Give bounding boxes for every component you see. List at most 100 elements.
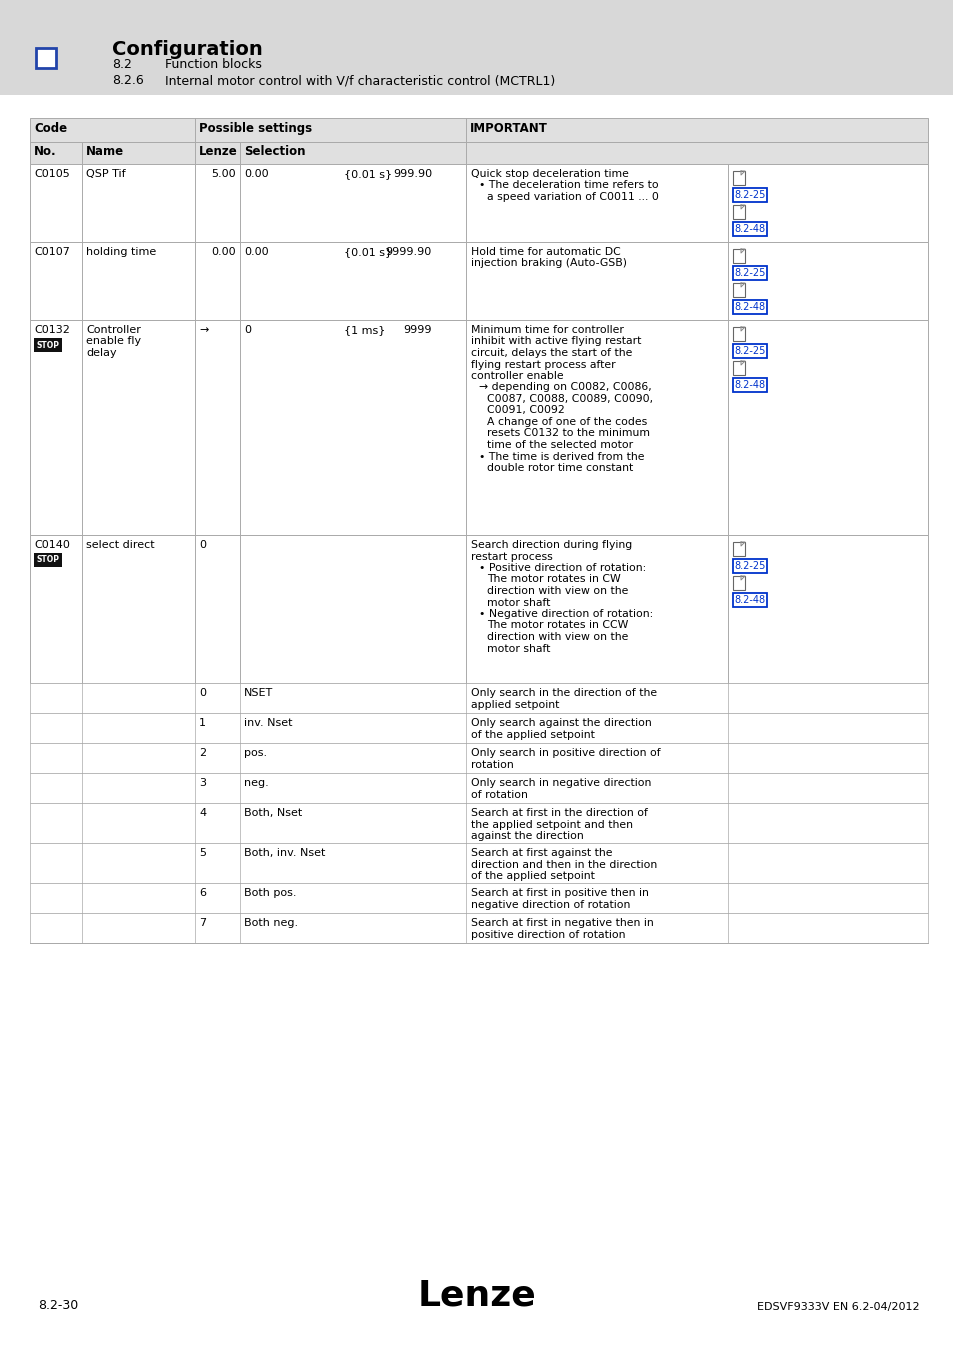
- Bar: [34, 338, 62, 352]
- Text: negative direction of rotation: negative direction of rotation: [471, 899, 630, 910]
- Bar: [36, 49, 56, 68]
- Text: 6: 6: [199, 888, 206, 898]
- Text: Both, Nset: Both, Nset: [244, 809, 302, 818]
- Text: Both, inv. Nset: Both, inv. Nset: [244, 848, 325, 859]
- Text: 4: 4: [199, 809, 206, 818]
- Text: C0107: C0107: [34, 247, 70, 256]
- Text: positive direction of rotation: positive direction of rotation: [471, 930, 625, 940]
- Text: {1 ms}: {1 ms}: [344, 325, 385, 335]
- Bar: [30, 142, 927, 163]
- Text: the applied setpoint and then: the applied setpoint and then: [471, 819, 633, 829]
- Bar: [732, 576, 744, 590]
- Text: flying restart process after: flying restart process after: [471, 359, 615, 370]
- Text: Controller: Controller: [86, 325, 141, 335]
- Text: against the direction: against the direction: [471, 832, 583, 841]
- Bar: [732, 593, 766, 608]
- Text: STOP: STOP: [36, 555, 59, 564]
- Text: pos.: pos.: [244, 748, 267, 757]
- Bar: [732, 266, 766, 279]
- Text: IMPORTANT: IMPORTANT: [470, 122, 547, 135]
- Bar: [732, 344, 766, 358]
- Text: 8.2-25: 8.2-25: [734, 562, 765, 571]
- Text: inhibit with active flying restart: inhibit with active flying restart: [471, 336, 640, 347]
- Bar: [732, 300, 766, 315]
- Text: Lenze: Lenze: [417, 1278, 536, 1312]
- Text: 8.2-48: 8.2-48: [734, 379, 764, 390]
- Text: No.: No.: [34, 144, 56, 158]
- Text: C0091, C0092: C0091, C0092: [486, 405, 564, 416]
- Text: • The deceleration time refers to: • The deceleration time refers to: [478, 181, 658, 190]
- Text: 8.2.6: 8.2.6: [112, 74, 144, 86]
- Text: Selection: Selection: [244, 144, 305, 158]
- Text: 0: 0: [244, 325, 251, 335]
- Text: 3: 3: [199, 778, 206, 788]
- Text: • Positive direction of rotation:: • Positive direction of rotation:: [478, 563, 645, 572]
- Bar: [30, 683, 927, 713]
- Bar: [30, 842, 927, 883]
- Text: motor shaft: motor shaft: [486, 644, 550, 653]
- Bar: [732, 205, 744, 219]
- Text: 0: 0: [199, 688, 206, 698]
- Text: direction with view on the: direction with view on the: [486, 632, 628, 643]
- Text: 0.00: 0.00: [212, 247, 235, 256]
- Text: Only search in positive direction of: Only search in positive direction of: [471, 748, 659, 757]
- Text: 9999: 9999: [403, 325, 432, 335]
- Text: Quick stop deceleration time: Quick stop deceleration time: [471, 169, 628, 180]
- Text: Only search against the direction: Only search against the direction: [471, 718, 651, 728]
- Text: Lenze: Lenze: [199, 144, 237, 158]
- Text: direction with view on the: direction with view on the: [486, 586, 628, 595]
- Bar: [732, 378, 766, 392]
- Text: Hold time for automatic DC: Hold time for automatic DC: [471, 247, 620, 256]
- Text: applied setpoint: applied setpoint: [471, 699, 558, 710]
- Text: 8.2-25: 8.2-25: [734, 269, 765, 278]
- Text: Only search in negative direction: Only search in negative direction: [471, 778, 651, 788]
- Text: C0105: C0105: [34, 169, 70, 180]
- Text: Code: Code: [34, 122, 67, 135]
- Text: 8.2-48: 8.2-48: [734, 302, 764, 312]
- Text: Internal motor control with V/f characteristic control (MCTRL1): Internal motor control with V/f characte…: [165, 74, 555, 86]
- Bar: [732, 360, 744, 375]
- Bar: [732, 221, 766, 236]
- Text: of rotation: of rotation: [471, 790, 527, 799]
- Text: neg.: neg.: [244, 778, 269, 788]
- Bar: [732, 284, 744, 297]
- Text: 0.00: 0.00: [244, 169, 269, 180]
- Text: holding time: holding time: [86, 247, 156, 256]
- Text: The motor rotates in CW: The motor rotates in CW: [486, 575, 620, 585]
- Text: C0132: C0132: [34, 325, 70, 335]
- Text: → depending on C0082, C0086,: → depending on C0082, C0086,: [478, 382, 651, 393]
- Bar: [30, 117, 927, 142]
- Text: Search at first in negative then in: Search at first in negative then in: [471, 918, 653, 927]
- Bar: [30, 163, 927, 242]
- Text: EDSVF9333V EN 6.2-04/2012: EDSVF9333V EN 6.2-04/2012: [757, 1301, 919, 1312]
- Text: C0087, C0088, C0089, C0090,: C0087, C0088, C0089, C0090,: [486, 394, 653, 404]
- Text: 1: 1: [199, 718, 206, 728]
- Text: of the applied setpoint: of the applied setpoint: [471, 871, 595, 882]
- Text: QSP Tif: QSP Tif: [86, 169, 126, 180]
- Bar: [732, 188, 766, 202]
- Bar: [30, 803, 927, 842]
- Bar: [30, 713, 927, 743]
- Text: • Negative direction of rotation:: • Negative direction of rotation:: [478, 609, 653, 620]
- Text: of the applied setpoint: of the applied setpoint: [471, 729, 595, 740]
- Text: enable fly: enable fly: [86, 336, 141, 347]
- Text: C0140: C0140: [34, 540, 70, 549]
- Text: Search at first in positive then in: Search at first in positive then in: [471, 888, 648, 898]
- Text: 7: 7: [199, 918, 206, 927]
- Text: inv. Nset: inv. Nset: [244, 718, 293, 728]
- Text: Search at first in the direction of: Search at first in the direction of: [471, 809, 647, 818]
- Bar: [732, 248, 744, 263]
- Bar: [30, 774, 927, 803]
- Text: motor shaft: motor shaft: [486, 598, 550, 608]
- Bar: [732, 327, 744, 342]
- Text: restart process: restart process: [471, 552, 552, 562]
- Bar: [30, 743, 927, 774]
- Text: rotation: rotation: [471, 760, 514, 770]
- Text: 5.00: 5.00: [212, 169, 235, 180]
- Bar: [732, 541, 744, 556]
- Bar: [30, 913, 927, 944]
- Text: a speed variation of C0011 ... 0: a speed variation of C0011 ... 0: [486, 192, 659, 202]
- Text: 8: 8: [42, 50, 51, 63]
- Bar: [30, 320, 927, 535]
- Text: Function blocks: Function blocks: [165, 58, 262, 72]
